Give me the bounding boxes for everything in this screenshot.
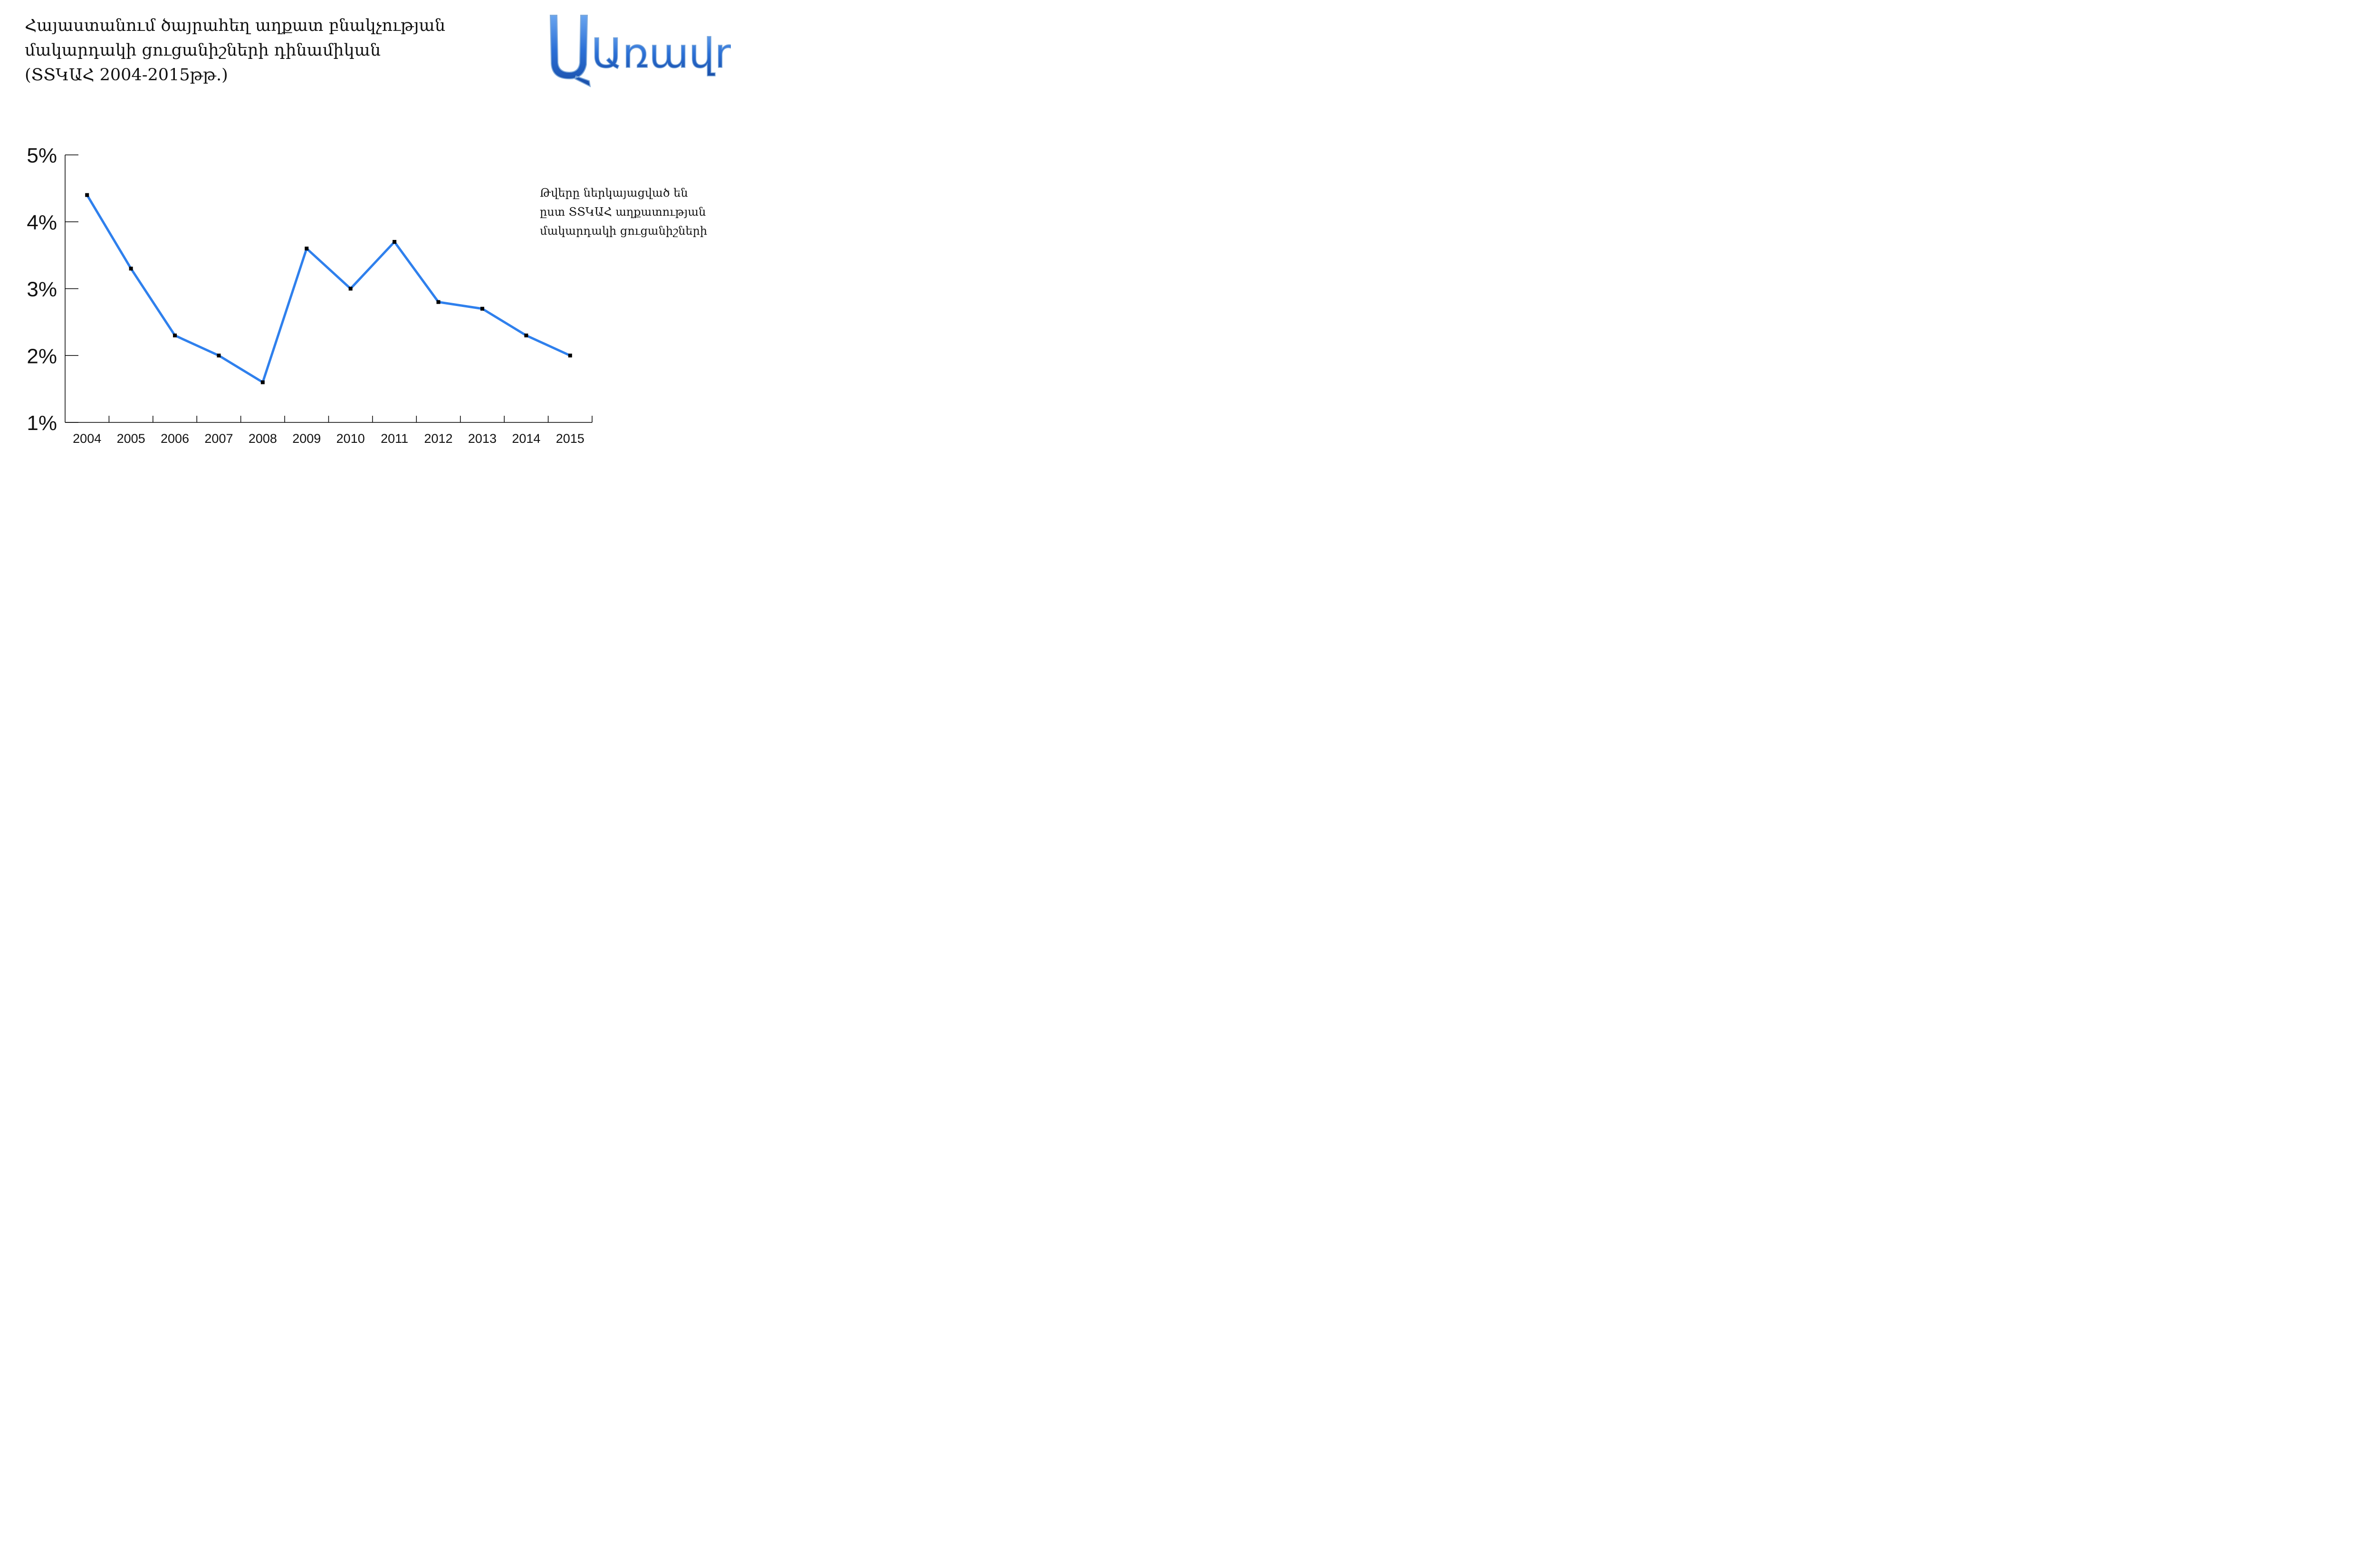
data-point bbox=[524, 334, 528, 338]
data-point bbox=[173, 334, 177, 338]
series-line bbox=[86, 193, 572, 384]
data-point bbox=[436, 300, 441, 304]
x-tick-label: 2009 bbox=[292, 431, 321, 446]
x-tick-label: 2014 bbox=[512, 431, 540, 446]
title-line-3: (ՏՏԿԱՀ 2004-2015թթ.) bbox=[25, 66, 228, 85]
data-point bbox=[305, 247, 309, 251]
title-line-2: մակարդակի ցուցանիշների դինամիկան bbox=[25, 41, 381, 60]
x-tick-label: 2013 bbox=[468, 431, 497, 446]
y-tick-label: 3% bbox=[27, 278, 57, 301]
data-point bbox=[217, 354, 221, 358]
series-group bbox=[85, 193, 572, 384]
note-line-3: մակարդակի ցուցանիշների bbox=[540, 224, 708, 238]
note-line-2: ըստ ՏՏԿԱՀ աղքատության bbox=[540, 205, 706, 219]
title-line-1: Հայաստանում ծայրահեղ աղքատ բնակչության bbox=[25, 16, 446, 35]
logo-initial-letter bbox=[549, 15, 591, 87]
data-point bbox=[393, 239, 397, 244]
y-tick-label: 4% bbox=[27, 211, 57, 234]
x-tick-label: 2015 bbox=[556, 431, 584, 446]
note-line-1: Թվերը ներկայացված են bbox=[540, 186, 688, 200]
data-point bbox=[85, 193, 89, 197]
x-tick-label: 2007 bbox=[204, 431, 233, 446]
x-tick-label: 2012 bbox=[424, 431, 453, 446]
data-point bbox=[260, 380, 265, 384]
data-point bbox=[348, 287, 353, 291]
data-source-note: Թվերը ներկայացված են ըստ ՏՏԿԱՀ աղքատությ… bbox=[540, 183, 737, 240]
y-tick-label: 1% bbox=[27, 411, 57, 435]
y-tick-label: 5% bbox=[27, 144, 57, 167]
y-tick-labels: 1% 2% 3% 4% 5% bbox=[27, 144, 57, 435]
data-point bbox=[480, 306, 484, 311]
y-tick-label: 2% bbox=[27, 344, 57, 368]
line-chart: 1%2%3%4%5% 2004 2005 2006 2007 2008 2009 2010 2… bbox=[27, 144, 593, 446]
data-point bbox=[568, 354, 572, 358]
x-tick-label: 2010 bbox=[336, 431, 365, 446]
x-tick-labels: 2004 2005 2006 2007 2008 2009 2010 2011 2012 2013… bbox=[73, 431, 584, 446]
x-tick-label: 2005 bbox=[117, 431, 145, 446]
x-tick-label: 2006 bbox=[161, 431, 189, 446]
x-tick-label: 2008 bbox=[249, 431, 277, 446]
data-point bbox=[129, 267, 133, 271]
logo-text: Առավոտ bbox=[591, 31, 731, 76]
aravot-logo: Առավոտ bbox=[549, 15, 731, 87]
x-tick-label: 2004 bbox=[73, 431, 101, 446]
x-tick-label: 2011 bbox=[381, 431, 408, 446]
chart-title: Հայաստանում ծայրահեղ աղքատ բնակչության մ… bbox=[25, 13, 519, 87]
chart-ticks bbox=[65, 154, 593, 423]
